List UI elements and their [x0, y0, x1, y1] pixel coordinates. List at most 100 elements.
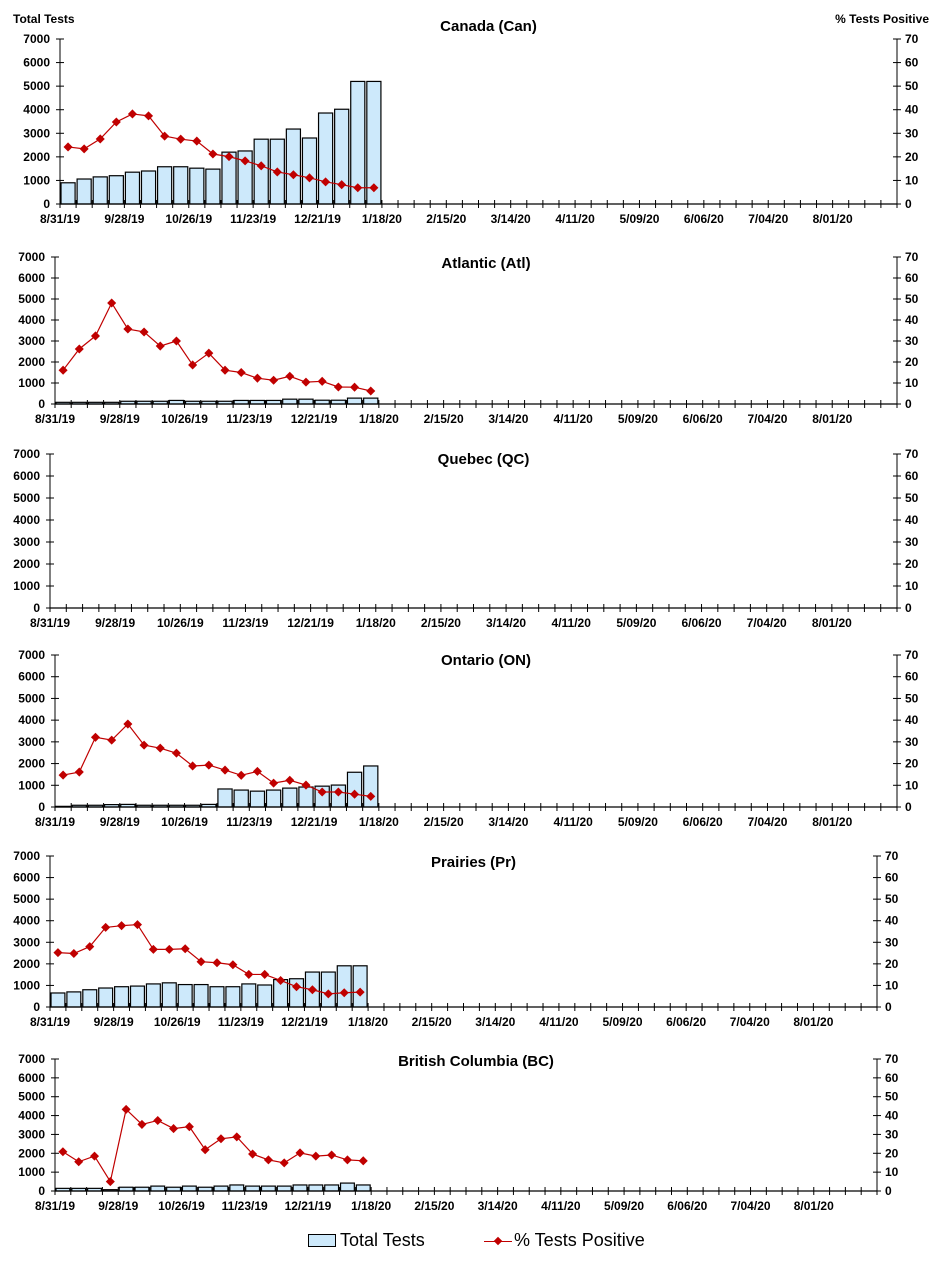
- bar-total-tests: [98, 987, 114, 1008]
- point-pct-positive: [323, 989, 333, 999]
- chart-title: British Columbia (BC): [398, 1053, 554, 1070]
- right-y-tick-label: 60: [905, 670, 919, 684]
- chart-0: Canada (Can)0100020003000400050006000700…: [23, 18, 918, 226]
- bar-total-tests: [292, 1184, 308, 1192]
- x-tick-label: 8/31/19: [40, 212, 80, 226]
- x-tick-label: 4/11/20: [541, 1199, 581, 1213]
- point-pct-positive: [285, 775, 295, 785]
- bar-total-tests: [140, 170, 157, 205]
- point-pct-positive: [90, 331, 101, 341]
- bar-total-tests: [209, 986, 225, 1008]
- chart-title: Quebec (QC): [438, 451, 530, 468]
- x-tick-label: 6/06/20: [666, 1015, 706, 1029]
- chart-1: Atlantic (Atl) 0 1000 2000 3000 4000 5000 6000 7…: [18, 250, 918, 426]
- x-tick-label: 9/28/19: [98, 1199, 138, 1213]
- point-pct-positive: [260, 969, 270, 979]
- point-pct-positive: [155, 743, 165, 753]
- point-pct-positive: [358, 1156, 368, 1166]
- x-tick-label: 10/26/19: [157, 616, 204, 630]
- point-pct-positive: [295, 1148, 305, 1158]
- left-y-tick-label: 6000: [13, 469, 40, 483]
- bar-total-tests: [50, 992, 66, 1008]
- bar-total-tests: [249, 790, 266, 808]
- x-tick-label: 7/04/20: [730, 1015, 770, 1029]
- x-tick-label: 2/15/20: [426, 212, 466, 226]
- point-pct-positive: [192, 136, 202, 146]
- right-y-tick-label: 40: [905, 103, 919, 117]
- x-tick-label: 4/11/20: [553, 412, 593, 426]
- x-tick-label: 2/15/20: [412, 1015, 452, 1029]
- x-tick-label: 6/06/20: [683, 815, 723, 829]
- right-y-tick-label: 20: [905, 355, 919, 369]
- x-tick-label: 5/09/20: [618, 412, 658, 426]
- left-y-tick-label: 3000: [18, 334, 45, 348]
- right-y-tick-label: 30: [885, 935, 899, 949]
- chart-title: Ontario (ON): [441, 652, 531, 669]
- x-tick-label: 9/28/19: [95, 616, 135, 630]
- legend-bar-swatch: [308, 1234, 336, 1247]
- point-pct-positive: [252, 373, 262, 383]
- left-y-tick-label: 0: [33, 1000, 40, 1014]
- bar-total-tests: [245, 1185, 261, 1192]
- right-y-tick-label: 50: [905, 691, 919, 705]
- right-y-tick-label: 40: [885, 914, 899, 928]
- left-y-tick-label: 0: [43, 197, 50, 211]
- left-y-tick-label: 0: [33, 601, 40, 615]
- point-pct-positive: [285, 371, 295, 381]
- left-y-tick-label: 3000: [13, 535, 40, 549]
- bar-total-tests: [260, 1185, 276, 1192]
- bar-total-tests: [189, 167, 205, 205]
- point-pct-positive: [95, 134, 105, 144]
- right-y-tick-label: 40: [905, 313, 919, 327]
- point-pct-positive: [132, 920, 142, 930]
- right-y-tick-label: 70: [885, 1052, 899, 1066]
- bar-total-tests: [257, 984, 273, 1008]
- x-tick-label: 3/14/20: [478, 1199, 518, 1213]
- x-tick-label: 2/15/20: [424, 815, 464, 829]
- point-pct-positive: [339, 988, 349, 998]
- point-pct-positive: [220, 765, 230, 775]
- x-tick-label: 7/04/20: [747, 412, 787, 426]
- left-y-tick-label: 6000: [23, 56, 50, 70]
- chart-5: British Columbia (BC) 0 1000 2000 3000 4000 50…: [18, 1052, 898, 1213]
- bar-total-tests: [352, 965, 368, 1008]
- right-y-tick-label: 60: [905, 271, 919, 285]
- left-y-tick-label: 4000: [13, 914, 40, 928]
- chart-2: Quebec (QC) 0 1000 2000 3000 4000 5000 6000 7000…: [13, 447, 918, 630]
- point-pct-positive: [107, 298, 117, 308]
- right-y-tick-label: 10: [885, 978, 899, 992]
- x-tick-label: 6/06/20: [684, 212, 724, 226]
- left-y-tick-label: 3000: [13, 935, 40, 949]
- x-tick-label: 8/01/20: [813, 212, 853, 226]
- point-pct-positive: [212, 958, 222, 968]
- point-pct-positive: [228, 960, 238, 970]
- bar-total-tests: [233, 789, 249, 808]
- legend-item-pct-positive: % Tests Positive: [484, 1230, 645, 1251]
- point-pct-positive: [366, 386, 376, 396]
- right-y-tick-label: 10: [905, 778, 919, 792]
- x-tick-label: 11/23/19: [226, 412, 272, 426]
- bar-total-tests: [108, 175, 124, 205]
- right-y-tick-label: 20: [905, 150, 919, 164]
- left-y-tick-label: 6000: [18, 670, 45, 684]
- x-tick-label: 2/15/20: [414, 1199, 454, 1213]
- left-y-tick-label: 2000: [18, 355, 45, 369]
- point-pct-positive: [123, 324, 133, 334]
- legend-label-pct-positive: % Tests Positive: [514, 1230, 645, 1250]
- chart-4: Prairies (Pr) 0 1000 2000 3000 4000 5000 6000 70…: [13, 849, 898, 1029]
- right-y-tick-label: 40: [905, 513, 919, 527]
- bar-total-tests: [241, 983, 257, 1008]
- bar-total-tests: [339, 1182, 355, 1192]
- point-pct-positive: [216, 1134, 226, 1144]
- point-pct-positive: [74, 1157, 84, 1167]
- x-tick-label: 5/09/20: [616, 616, 656, 630]
- bar-total-tests: [355, 1184, 371, 1192]
- point-pct-positive: [355, 987, 365, 997]
- x-tick-label: 3/14/20: [486, 616, 526, 630]
- bar-total-tests: [346, 771, 363, 808]
- right-y-tick-label: 10: [885, 1165, 899, 1179]
- point-pct-positive: [301, 780, 311, 790]
- x-tick-label: 6/06/20: [682, 616, 722, 630]
- x-tick-label: 1/18/20: [359, 815, 399, 829]
- point-pct-positive: [350, 382, 360, 392]
